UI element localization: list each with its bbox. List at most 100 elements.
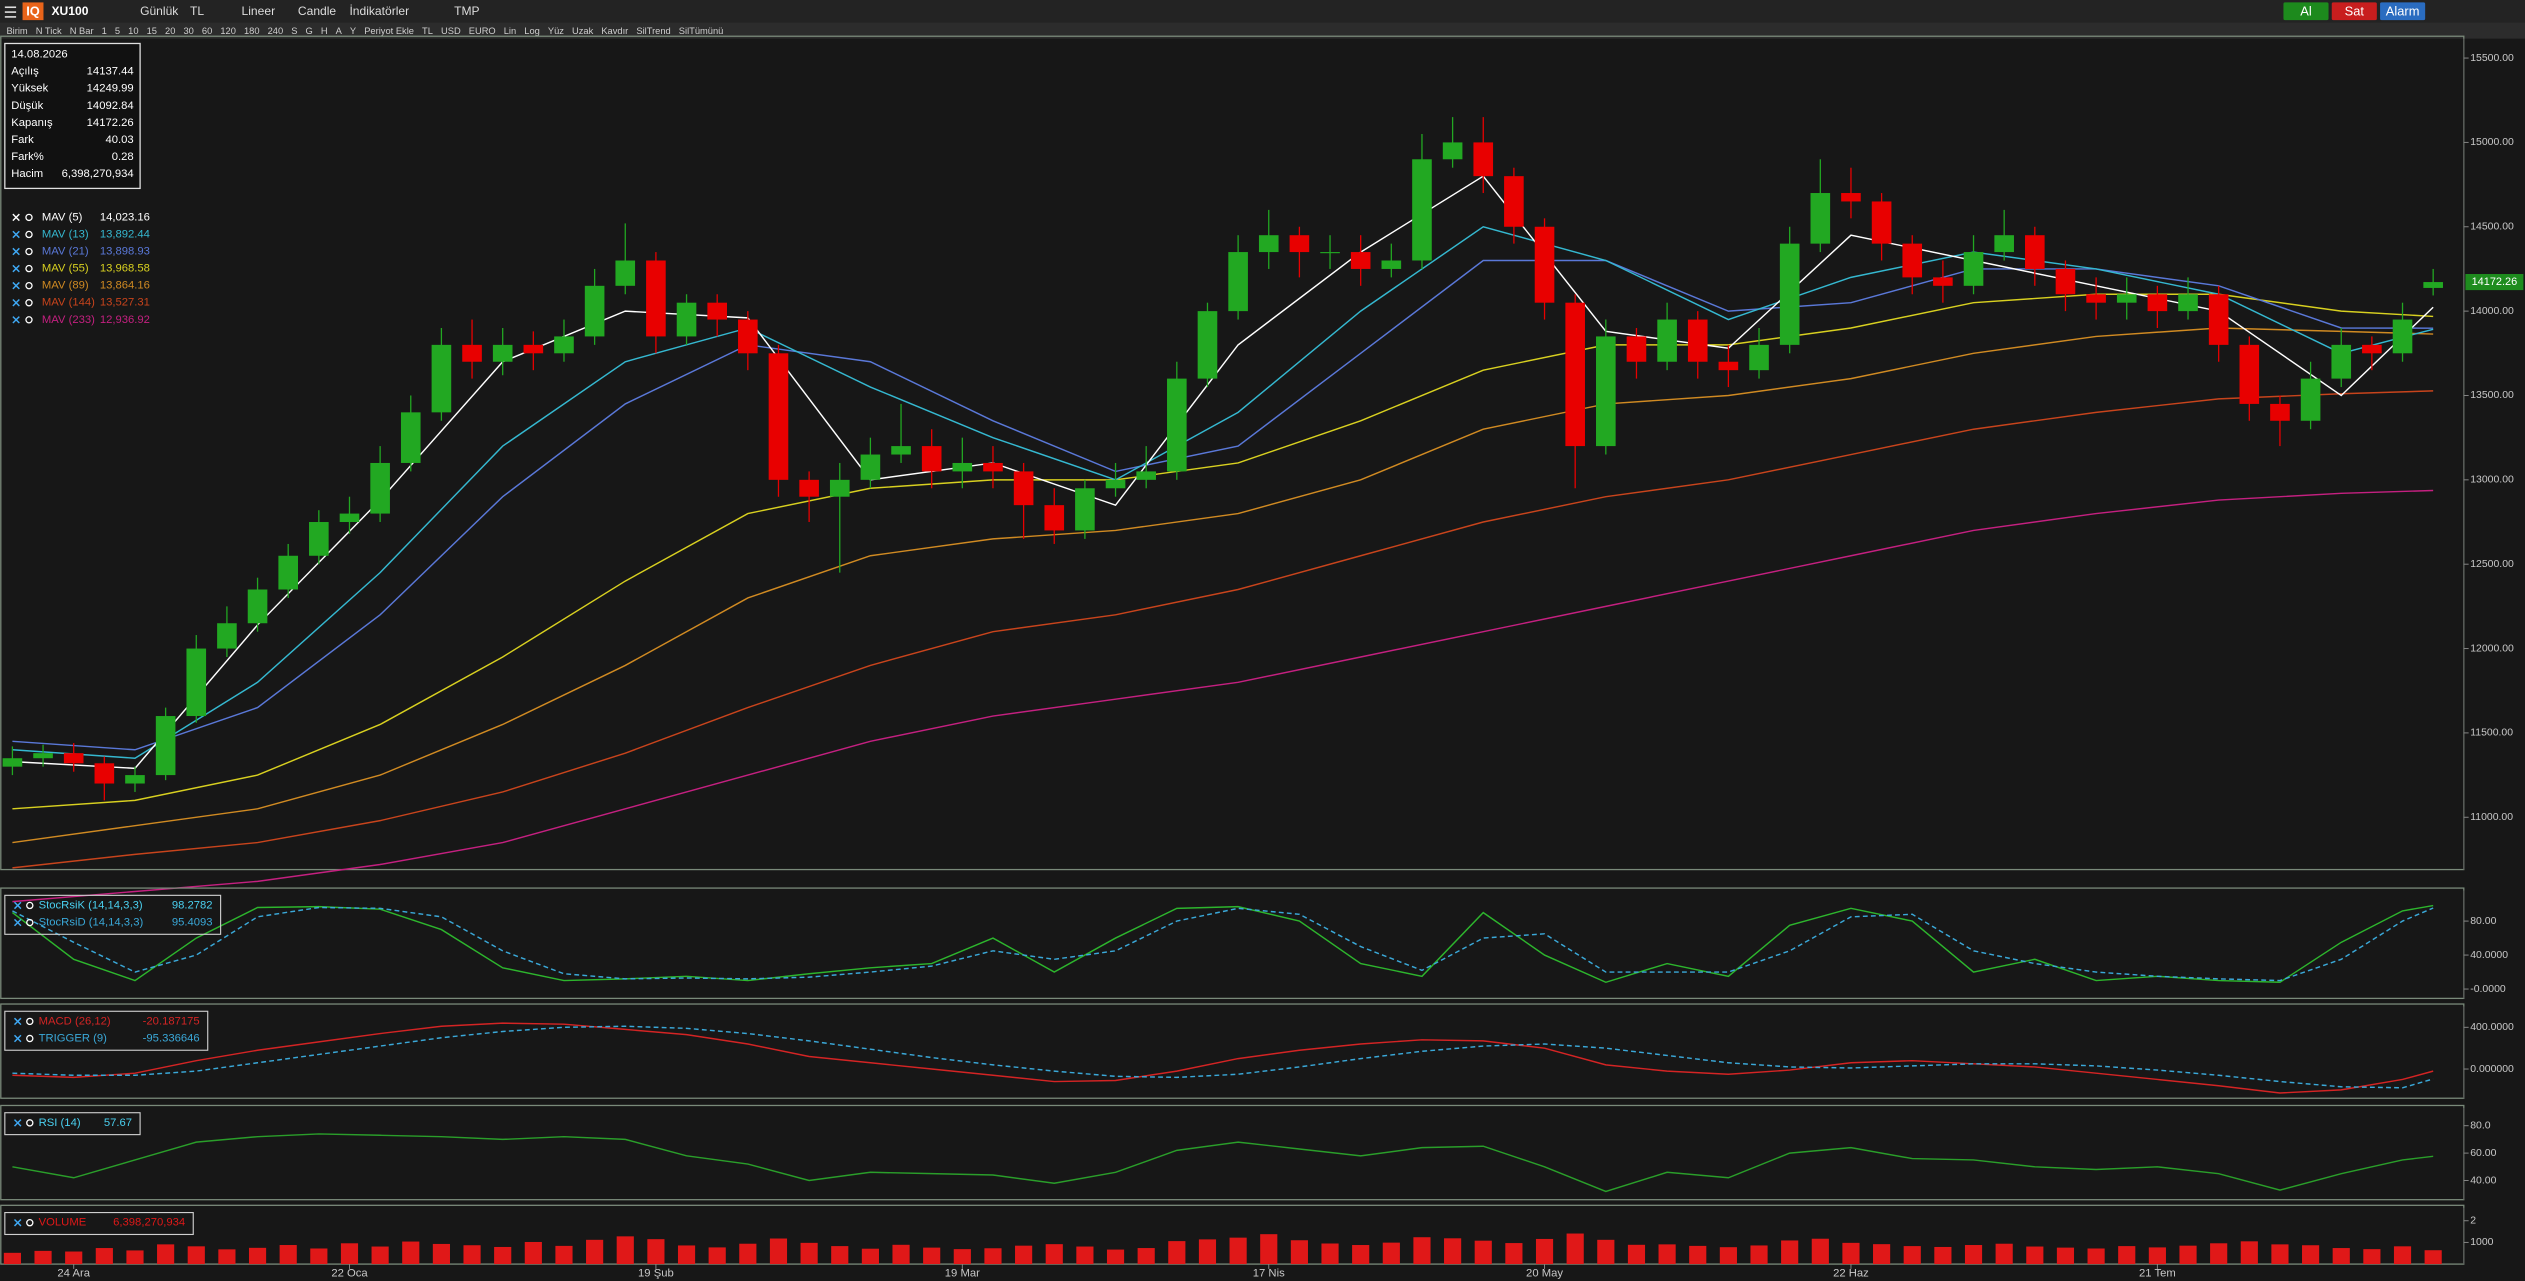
toolbar-option[interactable]: 1 xyxy=(102,26,107,36)
toolbar-option[interactable]: Kavdır xyxy=(601,26,628,36)
toolbar-option[interactable]: Periyot Ekle xyxy=(364,26,414,36)
volume-bar xyxy=(1352,1245,1370,1265)
toolbar-option[interactable]: 240 xyxy=(268,26,284,36)
candle-body xyxy=(1473,142,1494,177)
toolbar-scale[interactable]: Lineer xyxy=(242,4,276,18)
volume-bar xyxy=(2148,1247,2166,1265)
volume-bar xyxy=(2302,1245,2320,1265)
legend-name: StocRsiK (14,14,3,3) xyxy=(39,899,143,911)
y-tick-label: 1000 xyxy=(2470,1237,2493,1248)
legend-visibility-icon[interactable] xyxy=(26,901,34,910)
volume-bar xyxy=(1781,1240,1799,1265)
toolbar-option[interactable]: TL xyxy=(422,26,433,36)
volume-bar xyxy=(1750,1245,1768,1265)
toolbar-option[interactable]: SilTümünü xyxy=(679,26,724,36)
toolbar-option[interactable]: Lin xyxy=(504,26,516,36)
legend-visibility-icon[interactable] xyxy=(25,299,33,307)
toolbar-option[interactable]: Yüz xyxy=(548,26,564,36)
legend-visibility-icon[interactable] xyxy=(25,316,33,324)
legend-visibility-icon[interactable] xyxy=(25,247,33,256)
legend-visibility-icon[interactable] xyxy=(25,264,33,273)
legend-value: 95.4093 xyxy=(172,917,213,929)
button-sell[interactable] xyxy=(2331,2,2377,21)
legend-close-icon[interactable] xyxy=(12,281,20,290)
button-buy[interactable] xyxy=(2283,2,2329,21)
legend-value: 57.67 xyxy=(104,1117,132,1129)
candle-body xyxy=(1136,471,1156,480)
candle-body xyxy=(247,589,268,624)
legend-close-icon[interactable] xyxy=(12,299,20,307)
volume-bar xyxy=(371,1246,389,1265)
toolbar-template[interactable]: TMP xyxy=(454,4,479,18)
toolbar-option[interactable]: 60 xyxy=(202,26,212,36)
button-alarm-label[interactable]: Alarm xyxy=(2386,3,2420,18)
candle-body xyxy=(891,446,911,455)
toolbar-style[interactable]: Candle xyxy=(298,4,337,18)
moving-average-line xyxy=(12,293,2434,810)
legend-close-icon[interactable] xyxy=(13,918,22,927)
candle-body xyxy=(554,336,574,354)
toolbar-option[interactable]: 20 xyxy=(165,26,175,36)
legend-close-icon[interactable] xyxy=(13,1034,22,1043)
button-sell-label[interactable]: Sat xyxy=(2345,3,2365,18)
legend-visibility-icon[interactable] xyxy=(26,1119,34,1127)
toolbar-indicators[interactable]: İndikatörler xyxy=(349,4,409,18)
info-label: Düşük xyxy=(11,100,43,112)
legend-close-icon[interactable] xyxy=(13,901,22,910)
toolbar-symbol[interactable]: XU100 xyxy=(52,4,89,18)
toolbar-option[interactable]: N Tick xyxy=(36,26,62,36)
toolbar-option[interactable]: 5 xyxy=(115,26,120,36)
toolbar-option[interactable]: 180 xyxy=(244,26,260,36)
toolbar-option[interactable]: Y xyxy=(350,26,357,36)
toolbar-option[interactable]: 15 xyxy=(147,26,157,36)
toolbar-option[interactable]: EURO xyxy=(469,26,496,36)
legend-close-icon[interactable] xyxy=(12,264,20,273)
legend-value: 13,892.44 xyxy=(100,228,150,240)
toolbar-period[interactable]: Günlük xyxy=(140,4,179,18)
legend-close-icon[interactable] xyxy=(12,247,20,256)
legend-visibility-icon[interactable] xyxy=(25,281,33,290)
legend-name: StocRsiD (14,14,3,3) xyxy=(39,917,144,929)
candle-body xyxy=(2331,344,2352,379)
toolbar-option[interactable]: A xyxy=(336,26,343,36)
toolbar-option[interactable]: 30 xyxy=(183,26,193,36)
volume-bar xyxy=(677,1245,696,1265)
toolbar-option[interactable]: N Bar xyxy=(70,26,94,36)
volume-bar xyxy=(1505,1243,1523,1265)
legend-close-icon[interactable] xyxy=(12,213,20,222)
toolbar-option[interactable]: SilTrend xyxy=(636,26,670,36)
toolbar-option[interactable]: USD xyxy=(441,26,461,36)
candle-body xyxy=(462,344,482,362)
toolbar-option[interactable]: 10 xyxy=(128,26,138,36)
toolbar-option[interactable]: 120 xyxy=(220,26,236,36)
toolbar-currency[interactable]: TL xyxy=(190,4,204,18)
legend-visibility-icon[interactable] xyxy=(26,1017,34,1026)
volume-bar xyxy=(2363,1249,2381,1265)
legend-close-icon[interactable] xyxy=(13,1119,22,1127)
toolbar-option[interactable]: H xyxy=(321,26,328,36)
toolbar-option[interactable]: G xyxy=(306,26,313,36)
candle-body xyxy=(1963,252,1984,286)
toolbar-option[interactable]: S xyxy=(291,26,297,36)
toolbar-option[interactable]: Birim xyxy=(6,26,27,36)
legend-visibility-icon[interactable] xyxy=(25,213,33,222)
toolbar-option[interactable]: Uzak xyxy=(572,26,594,36)
legend-visibility-icon[interactable] xyxy=(26,1034,34,1043)
legend-close-icon[interactable] xyxy=(12,230,20,239)
legend-name: TRIGGER (9) xyxy=(39,1032,107,1044)
moving-average-line xyxy=(12,175,2434,770)
legend-name: MAV (89) xyxy=(42,280,89,292)
legend-close-icon[interactable] xyxy=(12,316,20,324)
button-alarm[interactable] xyxy=(2380,2,2426,21)
legend-visibility-icon[interactable] xyxy=(26,1219,34,1227)
volume-bar xyxy=(616,1236,634,1265)
button-buy-label[interactable]: Al xyxy=(2300,3,2311,18)
legend-visibility-icon[interactable] xyxy=(26,918,34,927)
legend-close-icon[interactable] xyxy=(13,1017,22,1026)
legend-visibility-icon[interactable] xyxy=(25,230,33,239)
y-tick-label: 12500.00 xyxy=(2470,559,2514,570)
volume-bar xyxy=(1168,1241,1186,1265)
info-label: Fark xyxy=(11,134,34,146)
legend-close-icon[interactable] xyxy=(13,1218,22,1227)
toolbar-option[interactable]: Log xyxy=(524,26,540,36)
